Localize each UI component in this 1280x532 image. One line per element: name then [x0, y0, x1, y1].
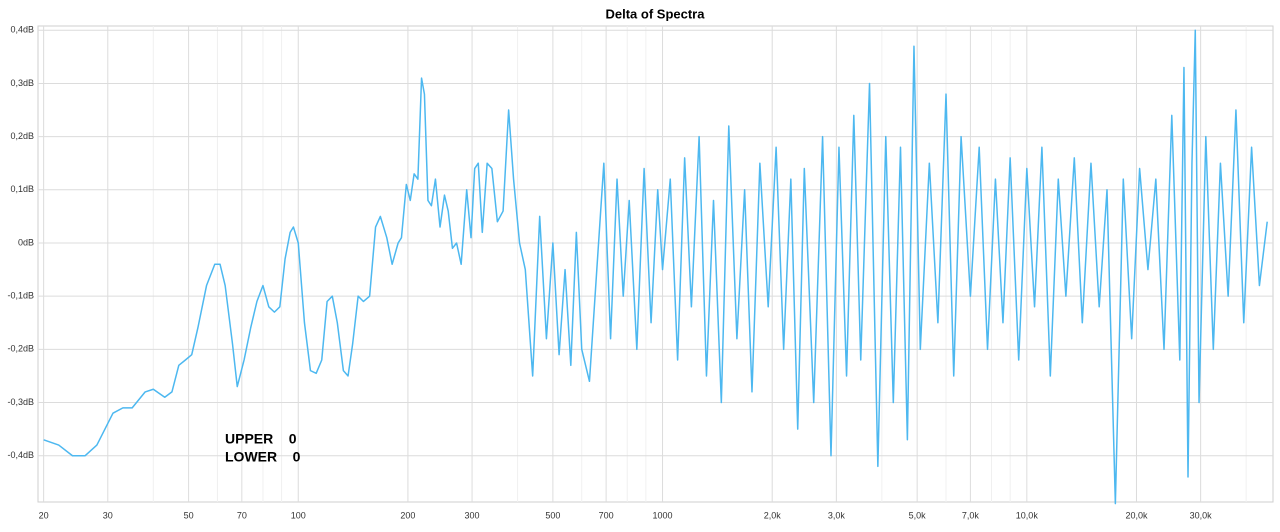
- y-tick-label: -0,1dB: [7, 291, 34, 301]
- x-tick-label: 2,0k: [764, 510, 782, 520]
- x-tick-label: 3,0k: [828, 510, 846, 520]
- x-tick-label: 100: [291, 510, 306, 520]
- plot-area: [37, 25, 1274, 503]
- y-tick-label: -0,3dB: [7, 397, 34, 407]
- y-tick-label: -0,4dB: [7, 450, 34, 460]
- x-tick-label: 500: [545, 510, 560, 520]
- x-tick-label: 10,0k: [1016, 510, 1039, 520]
- y-tick-label: 0dB: [18, 237, 34, 247]
- x-tick-label: 20,0k: [1125, 510, 1148, 520]
- annotation: LOWER 0: [225, 449, 301, 465]
- y-tick-label: 0,2dB: [10, 131, 34, 141]
- x-tick-label: 1000: [653, 510, 673, 520]
- x-tick-label: 20: [39, 510, 49, 520]
- x-tick-label: 50: [184, 510, 194, 520]
- x-tick-label: 200: [400, 510, 415, 520]
- x-tick-label: 30: [103, 510, 113, 520]
- y-tick-label: 0,1dB: [10, 184, 34, 194]
- annotation: UPPER 0: [225, 431, 297, 447]
- y-tick-label: 0,3dB: [10, 78, 34, 88]
- y-tick-label: -0,2dB: [7, 344, 34, 354]
- x-tick-label: 700: [599, 510, 614, 520]
- x-tick-label: 70: [237, 510, 247, 520]
- x-tick-label: 5,0k: [909, 510, 927, 520]
- chart-title: Delta of Spectra: [606, 6, 706, 21]
- x-tick-label: 300: [465, 510, 480, 520]
- x-tick-label: 30,0k: [1190, 510, 1213, 520]
- x-tick-label: 7,0k: [962, 510, 980, 520]
- y-tick-label: 0,4dB: [10, 25, 34, 35]
- data-line: [43, 29, 1268, 505]
